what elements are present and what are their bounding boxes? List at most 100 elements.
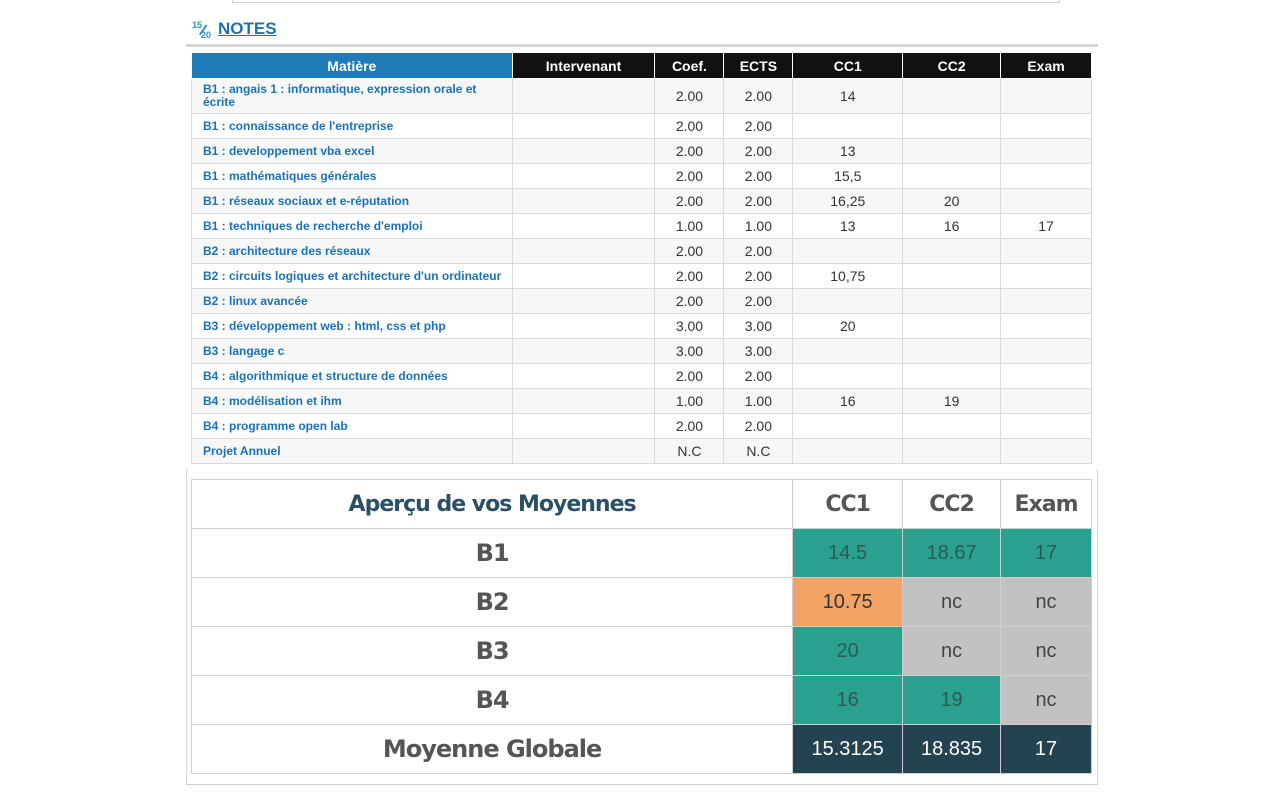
subject-cell[interactable]: B4 : modélisation et ihm [191, 388, 513, 414]
teacher-cell [511, 78, 656, 114]
subject-cell[interactable]: B1 : techniques de recherche d'emploi [191, 213, 513, 239]
subject-cell[interactable]: Projet Annuel [191, 438, 513, 464]
cc2-cell [902, 413, 1002, 439]
coef-cell: 2.00 [654, 238, 725, 264]
grade-row: B3 : développement web : html, css et ph… [191, 313, 1092, 339]
teacher-cell [511, 188, 656, 214]
cc2-cell: 16 [902, 213, 1002, 239]
top-input-field[interactable] [232, 0, 1060, 3]
summary-cc1-value: 20 [792, 626, 904, 676]
teacher-cell [511, 363, 656, 389]
cc2-cell: 20 [902, 188, 1002, 214]
grade-row: B2 : architecture des réseaux 2.00 2.00 [191, 238, 1092, 264]
cc1-cell: 14 [792, 78, 904, 114]
summary-row: B1 14.5 18.67 17 [190, 528, 1092, 578]
summary-row-label: B1 [190, 528, 794, 578]
cc1-cell: 16,25 [792, 188, 904, 214]
subject-cell[interactable]: B2 : architecture des réseaux [191, 238, 513, 264]
summary-cc2-value: nc [902, 577, 1002, 627]
summary-exam-value: nc [1000, 675, 1092, 725]
ects-cell: 2.00 [723, 138, 794, 164]
coef-cell: 1.00 [654, 388, 725, 414]
exam-cell [1000, 113, 1092, 139]
summary-row: B2 10.75 nc nc [190, 577, 1092, 627]
col-header-ects[interactable]: ECTS [723, 52, 794, 79]
cc1-cell: 13 [792, 138, 904, 164]
grade-row: B4 : modélisation et ihm 1.00 1.00 16 19 [191, 388, 1092, 414]
summary-row-label: Moyenne Globale [190, 724, 794, 774]
summary-exam-value: nc [1000, 626, 1092, 676]
grade-row: B2 : circuits logiques et architecture d… [191, 263, 1092, 289]
cc2-cell [902, 113, 1002, 139]
summary-header-row: Aperçu de vos Moyennes CC1 CC2 Exam [190, 479, 1092, 529]
cc2-cell [902, 238, 1002, 264]
cc1-cell [792, 363, 904, 389]
teacher-cell [511, 138, 656, 164]
exam-cell: 17 [1000, 213, 1092, 239]
ects-cell: 2.00 [723, 413, 794, 439]
grade-row: B2 : linux avancée 2.00 2.00 [191, 288, 1092, 314]
teacher-cell [511, 263, 656, 289]
col-header-matiere[interactable]: Matière [191, 52, 513, 79]
subject-cell[interactable]: B3 : développement web : html, css et ph… [191, 313, 513, 339]
coef-cell: 2.00 [654, 363, 725, 389]
cc1-cell [792, 438, 904, 464]
col-header-intervenant[interactable]: Intervenant [511, 52, 656, 79]
cc2-cell [902, 288, 1002, 314]
notes-title-link[interactable]: NOTES [218, 19, 277, 38]
ects-cell: 1.00 [723, 213, 794, 239]
subject-cell[interactable]: B4 : algorithmique et structure de donné… [191, 363, 513, 389]
summary-title: Aperçu de vos Moyennes [190, 479, 794, 529]
summary-exam-value: 17 [1000, 528, 1092, 578]
exam-cell [1000, 413, 1092, 439]
averages-summary-table: Aperçu de vos Moyennes CC1 CC2 Exam B1 14… [190, 479, 1092, 774]
cc2-cell [902, 78, 1002, 114]
subject-cell[interactable]: B1 : mathématiques générales [191, 163, 513, 189]
summary-cc1-value: 15.3125 [792, 724, 904, 774]
summary-row-label: B2 [190, 577, 794, 627]
grade-row: B1 : mathématiques générales 2.00 2.00 15,5 [191, 163, 1092, 189]
coef-cell: 2.00 [654, 113, 725, 139]
grade-row: B1 : developpement vba excel 2.00 2.00 13 [191, 138, 1092, 164]
ects-cell: 2.00 [723, 263, 794, 289]
grade-row: B3 : langage c 3.00 3.00 [191, 338, 1092, 364]
col-header-cc2[interactable]: CC2 [902, 52, 1002, 79]
ects-cell: 3.00 [723, 338, 794, 364]
cc2-cell: 19 [902, 388, 1002, 414]
cc2-cell [902, 313, 1002, 339]
coef-cell: 3.00 [654, 313, 725, 339]
summary-exam-value: 17 [1000, 724, 1092, 774]
teacher-cell [511, 313, 656, 339]
cc1-cell: 20 [792, 313, 904, 339]
exam-cell [1000, 138, 1092, 164]
summary-row-label: B3 [190, 626, 794, 676]
col-header-cc1[interactable]: CC1 [792, 52, 904, 79]
subject-cell[interactable]: B4 : programme open lab [191, 413, 513, 439]
grade-row: B1 : angais 1 : informatique, expression… [191, 78, 1092, 114]
ects-cell: 2.00 [723, 163, 794, 189]
teacher-cell [511, 213, 656, 239]
summary-row: B4 16 19 nc [190, 675, 1092, 725]
summary-cc1-value: 16 [792, 675, 904, 725]
subject-cell[interactable]: B1 : connaissance de l'entreprise [191, 113, 513, 139]
ects-cell: 2.00 [723, 188, 794, 214]
exam-cell [1000, 238, 1092, 264]
cc2-cell [902, 438, 1002, 464]
summary-cc1-value: 10.75 [792, 577, 904, 627]
subject-cell[interactable]: B2 : circuits logiques et architecture d… [191, 263, 513, 289]
grade-row: B4 : programme open lab 2.00 2.00 [191, 413, 1092, 439]
col-header-coef[interactable]: Coef. [654, 52, 725, 79]
ects-cell: 2.00 [723, 113, 794, 139]
subject-cell[interactable]: B1 : developpement vba excel [191, 138, 513, 164]
coef-cell: 2.00 [654, 263, 725, 289]
subject-cell[interactable]: B1 : angais 1 : informatique, expression… [191, 78, 513, 114]
cc2-cell [902, 363, 1002, 389]
exam-cell [1000, 263, 1092, 289]
subject-cell[interactable]: B3 : langage c [191, 338, 513, 364]
ects-cell: 2.00 [723, 288, 794, 314]
teacher-cell [511, 238, 656, 264]
coef-cell: 3.00 [654, 338, 725, 364]
col-header-exam[interactable]: Exam [1000, 52, 1092, 79]
subject-cell[interactable]: B2 : linux avancée [191, 288, 513, 314]
subject-cell[interactable]: B1 : réseaux sociaux et e-réputation [191, 188, 513, 214]
